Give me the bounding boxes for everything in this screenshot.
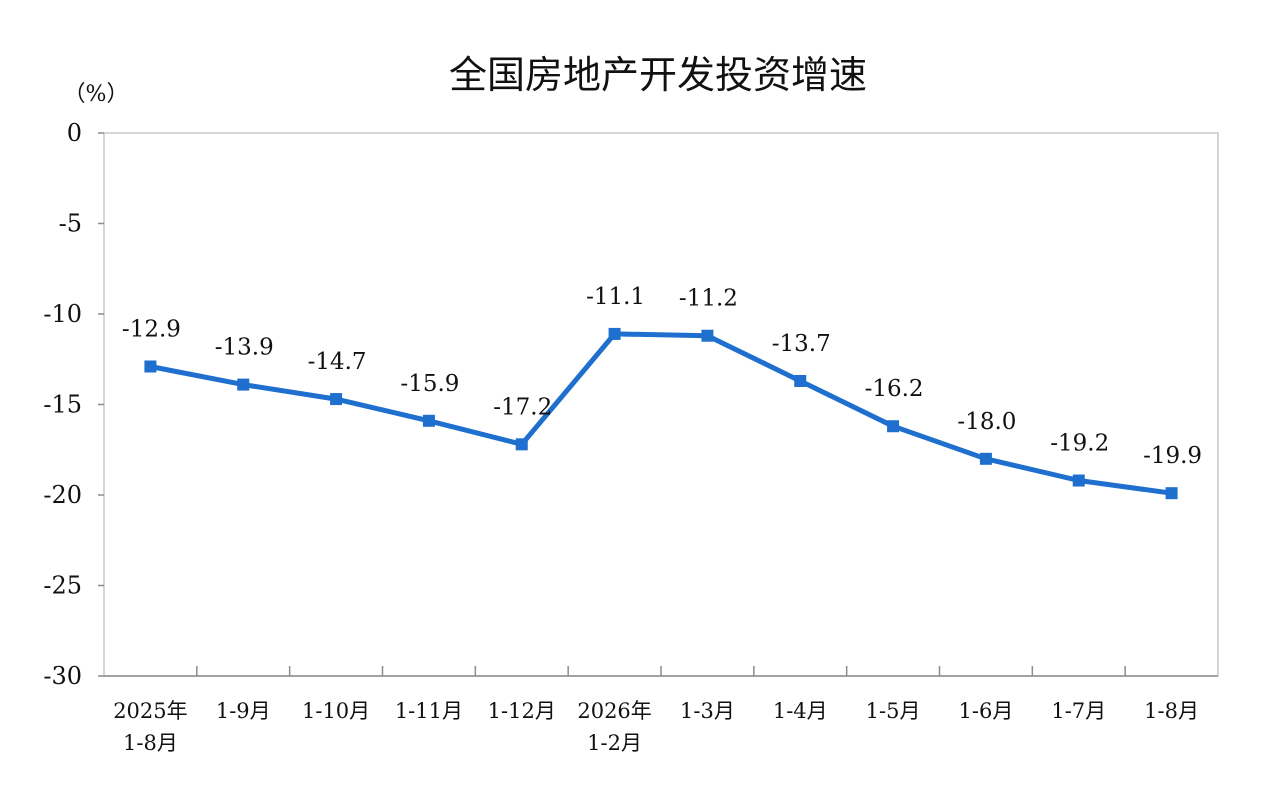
x-tick-label: 1-4月 xyxy=(773,699,828,723)
x-tick-label-line: 1-6月 xyxy=(959,699,1014,723)
x-tick-label: 1-5月 xyxy=(866,699,921,723)
data-point-marker xyxy=(144,360,157,373)
x-tick-label-line: 2026年 xyxy=(577,699,651,723)
y-tick-label: -15 xyxy=(43,391,82,419)
data-point-marker xyxy=(608,327,621,340)
data-label: -11.1 xyxy=(586,284,645,310)
x-tick-label: 2026年 1-2月 xyxy=(577,699,651,755)
y-tick-label: -10 xyxy=(43,300,82,328)
x-tick-label: 1-3月 xyxy=(680,699,735,723)
data-label: -16.2 xyxy=(865,376,924,402)
x-tick-label-line: 1-8月 xyxy=(123,731,178,755)
data-label: -14.7 xyxy=(308,349,367,375)
data-point-marker xyxy=(515,438,528,451)
x-tick-label: 1-12月 xyxy=(488,699,556,723)
y-axis: 0 -5 -10 -15 -20 -25 -30 xyxy=(43,119,104,690)
x-tick-label: 1-9月 xyxy=(216,699,271,723)
x-tick-label: 1-8月 xyxy=(1144,699,1199,723)
x-tick-label-line: 1-7月 xyxy=(1051,699,1106,723)
x-tick-label-line: 1-3月 xyxy=(680,699,735,723)
y-tick-label: -5 xyxy=(59,210,82,238)
x-tick-label-line: 2025年 xyxy=(113,699,187,723)
x-tick-label-line: 1-9月 xyxy=(216,699,271,723)
x-tick-label-line: 1-2月 xyxy=(587,731,642,755)
unit-label: （%） xyxy=(64,82,129,107)
x-tick-label-line: 1-8月 xyxy=(1144,699,1199,723)
data-label: -13.7 xyxy=(772,331,831,357)
data-point-marker xyxy=(887,420,900,433)
data-point-marker xyxy=(330,393,343,406)
x-tick-label: 1-11月 xyxy=(395,699,463,723)
data-label: -17.2 xyxy=(493,394,552,420)
x-tick-label-line: 1-11月 xyxy=(395,699,463,723)
series-line xyxy=(147,331,1175,496)
data-point-marker xyxy=(1072,474,1085,487)
x-tick-label-line: 1-5月 xyxy=(866,699,921,723)
x-tick-label: 1-10月 xyxy=(302,699,370,723)
data-point-marker xyxy=(979,452,992,465)
x-tick-label-line: 1-4月 xyxy=(773,699,828,723)
x-tick-label: 2025年 1-8月 xyxy=(113,699,187,755)
chart-title: 全国房地产开发投资增速 xyxy=(449,53,867,97)
data-label: -12.9 xyxy=(122,316,181,342)
data-point-marker xyxy=(237,378,250,391)
data-label: -19.2 xyxy=(1050,431,1109,457)
data-point-marker xyxy=(701,329,714,342)
data-point-marker xyxy=(422,414,435,427)
x-tick-label: 1-7月 xyxy=(1051,699,1106,723)
data-label: -15.9 xyxy=(400,371,459,397)
y-tick-label: 0 xyxy=(67,119,82,147)
series-markers xyxy=(144,327,1178,500)
data-label: -11.2 xyxy=(679,286,738,312)
data-label: -18.0 xyxy=(957,409,1016,435)
x-tick-label: 1-6月 xyxy=(959,699,1014,723)
y-tick-label: -20 xyxy=(43,481,82,509)
data-label: -13.9 xyxy=(215,335,274,361)
data-labels: -12.9 -13.9 -14.7 -15.9 -17.2 -11.1 -11.2 -13.7… xyxy=(122,284,1202,469)
x-axis: 2025年 1-8月 1-9月 1-10月 1-11月 1-12月 2026年 1-2月 1-3… xyxy=(113,666,1199,755)
x-tick-label-line: 1-10月 xyxy=(302,699,370,723)
data-point-marker xyxy=(1165,487,1178,500)
x-tick-label-line: 1-12月 xyxy=(488,699,556,723)
y-tick-label: -30 xyxy=(43,662,82,690)
data-label: -19.9 xyxy=(1143,443,1202,469)
y-tick-label: -25 xyxy=(43,572,82,600)
plot-frame xyxy=(103,132,1219,677)
data-point-marker xyxy=(794,374,807,387)
